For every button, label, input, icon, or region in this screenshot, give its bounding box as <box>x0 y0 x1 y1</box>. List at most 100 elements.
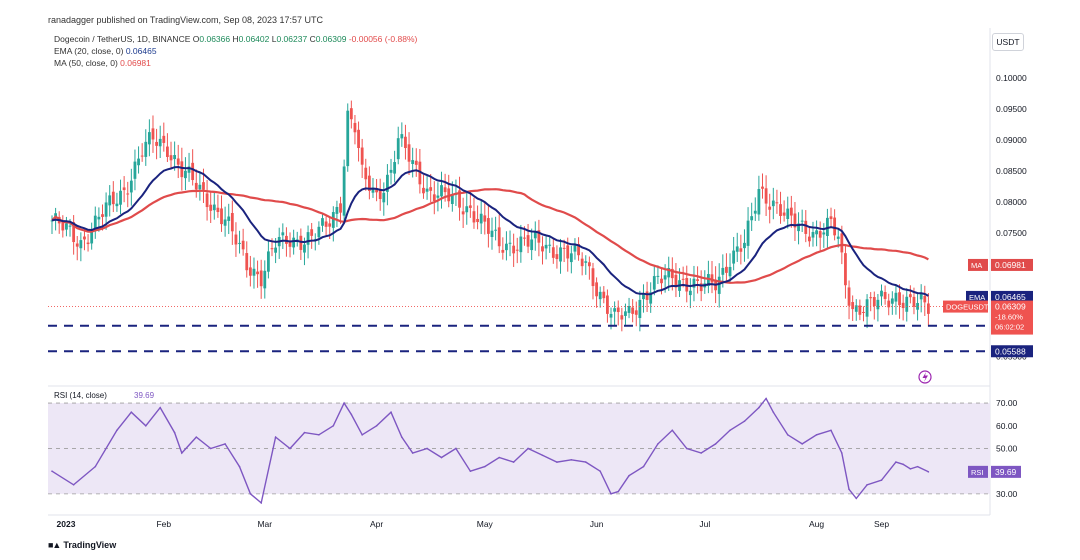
candle-body <box>865 299 869 317</box>
candle-body <box>119 190 122 205</box>
candle-body <box>303 244 306 253</box>
candle-body <box>537 230 541 243</box>
candle-body <box>728 266 732 277</box>
candle-body <box>270 248 274 250</box>
candle-body <box>844 253 847 286</box>
candle-body <box>822 232 826 235</box>
price-tick-label: 0.08500 <box>996 166 1027 176</box>
candle-body <box>779 204 782 217</box>
candle-body <box>804 220 808 234</box>
candle-body <box>519 236 523 253</box>
candle-body <box>393 162 397 174</box>
candle-body <box>562 247 566 249</box>
low-label: L <box>271 34 277 44</box>
ema-legend: EMA (20, close, 0) 0.06465 <box>54 46 157 56</box>
candle-body <box>371 187 375 193</box>
candle-body <box>115 203 119 207</box>
rsi-point <box>350 413 353 416</box>
candle-body <box>551 247 555 258</box>
rsi-point <box>401 436 403 438</box>
rsi-point <box>332 424 335 427</box>
candle-body <box>198 184 202 190</box>
ema-value-tag <box>991 290 1033 303</box>
candle-body <box>209 204 213 211</box>
high-label: H <box>232 34 239 44</box>
candle-body <box>389 169 393 173</box>
rsi-point <box>51 470 53 472</box>
candle-body <box>919 294 923 300</box>
candle-body <box>602 291 606 299</box>
candle-body <box>916 303 919 310</box>
candle-body <box>490 230 494 238</box>
change-pct-label: -18.60% <box>995 313 1023 322</box>
rsi-tick-label: 70.00 <box>996 398 1018 408</box>
candle-body <box>696 279 699 281</box>
rsi-point <box>584 461 587 463</box>
candle-body <box>382 192 386 203</box>
rsi-tick-label: 30.00 <box>996 489 1018 499</box>
candle-body <box>360 147 364 165</box>
rsi-title-value: 39.69 <box>134 391 155 400</box>
candle-body <box>757 189 761 215</box>
candle-body <box>479 213 483 224</box>
ma50-line <box>51 188 929 284</box>
candle-body <box>793 213 797 228</box>
rsi-tick-label: 50.00 <box>996 443 1018 453</box>
candle-body <box>65 223 68 230</box>
rsi-point <box>786 434 789 436</box>
candle-body <box>743 242 746 249</box>
candle-body <box>461 211 465 215</box>
price-tick-label: 0.08000 <box>996 197 1027 207</box>
candle-body <box>101 214 104 217</box>
candle-body <box>526 235 530 247</box>
candle-body <box>512 245 516 254</box>
rsi-value-tag <box>991 465 1021 478</box>
rsi-point <box>855 497 858 500</box>
candle-body <box>458 190 461 208</box>
candle-body <box>854 305 858 312</box>
rsi-point <box>909 468 912 470</box>
lightning-icon <box>918 370 932 384</box>
candle-body <box>555 254 559 260</box>
candle-body <box>800 220 804 222</box>
rsi-point <box>927 471 930 473</box>
rsi-point <box>902 463 904 466</box>
candle-body <box>220 208 223 225</box>
rsi-point <box>411 452 414 454</box>
candle-body <box>598 291 602 300</box>
rsi-point <box>72 483 75 486</box>
candle-body <box>876 299 880 310</box>
candle-body <box>649 292 653 304</box>
rsi-point <box>361 434 363 436</box>
candle-body <box>483 215 487 222</box>
rsi-point <box>195 436 198 438</box>
rsi-point <box>772 411 775 413</box>
candle-body <box>811 232 815 238</box>
candle-body <box>836 236 840 239</box>
candle-body <box>829 216 833 220</box>
candle-body <box>771 200 775 207</box>
rsi-point <box>181 452 183 454</box>
rsi-point <box>527 447 529 450</box>
candle-body <box>667 268 671 278</box>
rsi-point <box>440 456 443 459</box>
change-value: -0.00056 (-0.88%) <box>348 34 418 44</box>
candle-body <box>292 237 296 248</box>
symbol-legend: Dogecoin / TetherUS, 1D, BINANCE O0.0636… <box>54 34 417 44</box>
candle-body <box>432 194 436 202</box>
rsi-point <box>238 465 241 468</box>
candle-body <box>227 216 231 221</box>
candle-body <box>147 132 151 145</box>
price-tick-label: 0.09500 <box>996 104 1027 114</box>
currency-selector[interactable]: USDT <box>992 33 1024 51</box>
candle-body <box>126 193 130 195</box>
candle-body <box>194 182 198 190</box>
candle-body <box>541 246 544 252</box>
support-2-label: 0.05588 <box>995 346 1026 356</box>
close-label: C <box>309 34 316 44</box>
candle-body <box>342 166 346 216</box>
time-tick-label: May <box>477 519 494 529</box>
candle-body <box>624 311 627 316</box>
rsi-point <box>657 443 659 445</box>
